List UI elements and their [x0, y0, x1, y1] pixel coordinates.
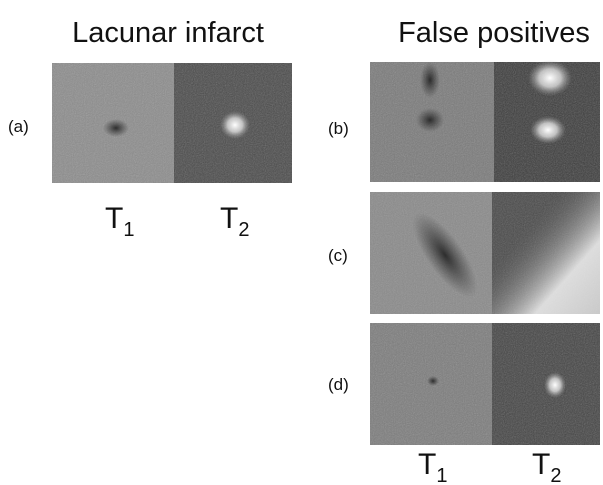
column-label-text: T1	[418, 448, 447, 485]
column-label: T2	[220, 202, 249, 241]
panel-label: (c)	[328, 246, 348, 265]
column-label-text: T2	[532, 448, 561, 485]
label-base: T	[220, 202, 238, 235]
left-title: Lacunar infarct	[72, 17, 264, 49]
image-panel-c	[370, 192, 600, 314]
label-sub: 1	[123, 219, 134, 241]
label-sub: 2	[550, 465, 561, 485]
label-base: T	[532, 448, 550, 481]
panel-label: (d)	[328, 375, 349, 394]
column-label: T1	[418, 448, 447, 485]
panel-label: (a)	[8, 117, 29, 136]
image-panel-a	[52, 63, 292, 183]
label-base: T	[418, 448, 436, 481]
right-title: False positives	[398, 17, 590, 49]
image-panel-b	[370, 60, 600, 182]
figure: Lacunar infarct False positives (a) (b) …	[0, 0, 603, 485]
panel-label: (b)	[328, 119, 349, 138]
label-sub: 2	[238, 219, 249, 241]
label-sub: 1	[436, 465, 447, 485]
column-label-text: T2	[220, 202, 249, 241]
label-base: T	[105, 202, 123, 235]
column-label: T2	[532, 448, 561, 485]
image-panel-d	[370, 323, 600, 445]
column-label-text: T1	[105, 202, 134, 241]
column-label: T1	[105, 202, 134, 241]
